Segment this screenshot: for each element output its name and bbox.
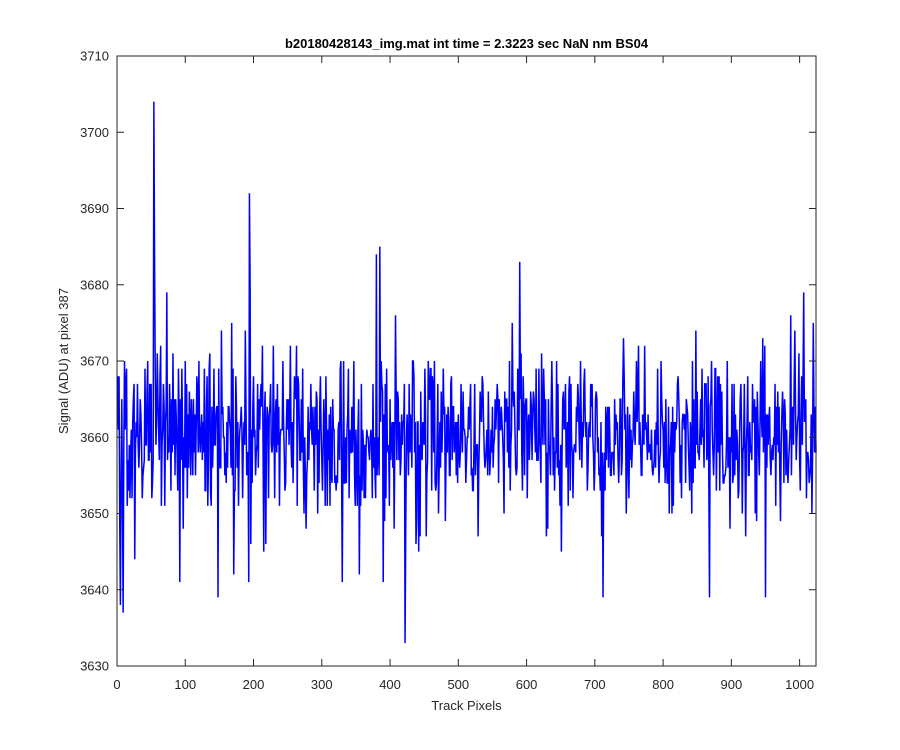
y-tick-label: 3660 bbox=[80, 430, 109, 445]
x-tick-label: 200 bbox=[243, 677, 265, 692]
x-tick-label: 400 bbox=[379, 677, 401, 692]
y-tick-label: 3680 bbox=[80, 277, 109, 292]
series-layer bbox=[116, 101, 817, 644]
x-tick-label: 600 bbox=[516, 677, 538, 692]
y-tick-label: 3650 bbox=[80, 506, 109, 521]
chart-title: b20180428143_img.mat int time = 2.3223 s… bbox=[285, 36, 649, 51]
y-tick-label: 3700 bbox=[80, 125, 109, 140]
x-axis-label: Track Pixels bbox=[431, 698, 502, 713]
x-axis: 0 100 200 300 400 500 600 700 800 900 1000 bbox=[113, 56, 814, 692]
x-tick-label: 1000 bbox=[785, 677, 814, 692]
x-tick-label: 0 bbox=[113, 677, 120, 692]
y-tick-label: 3640 bbox=[80, 582, 109, 597]
y-axis: 3630 3640 3650 3660 3670 3680 3690 3700 3710 bbox=[80, 49, 816, 674]
signal-series-line bbox=[116, 101, 817, 644]
y-tick-label: 3710 bbox=[80, 49, 109, 64]
x-tick-label: 900 bbox=[721, 677, 743, 692]
x-tick-label: 700 bbox=[584, 677, 606, 692]
y-tick-label: 3670 bbox=[80, 354, 109, 369]
x-tick-label: 300 bbox=[311, 677, 333, 692]
x-tick-label: 100 bbox=[174, 677, 196, 692]
y-tick-label: 3630 bbox=[80, 659, 109, 674]
y-axis-label: Signal (ADU) at pixel 387 bbox=[56, 288, 71, 434]
x-tick-label: 500 bbox=[447, 677, 469, 692]
x-tick-label: 800 bbox=[652, 677, 674, 692]
y-tick-label: 3690 bbox=[80, 201, 109, 216]
